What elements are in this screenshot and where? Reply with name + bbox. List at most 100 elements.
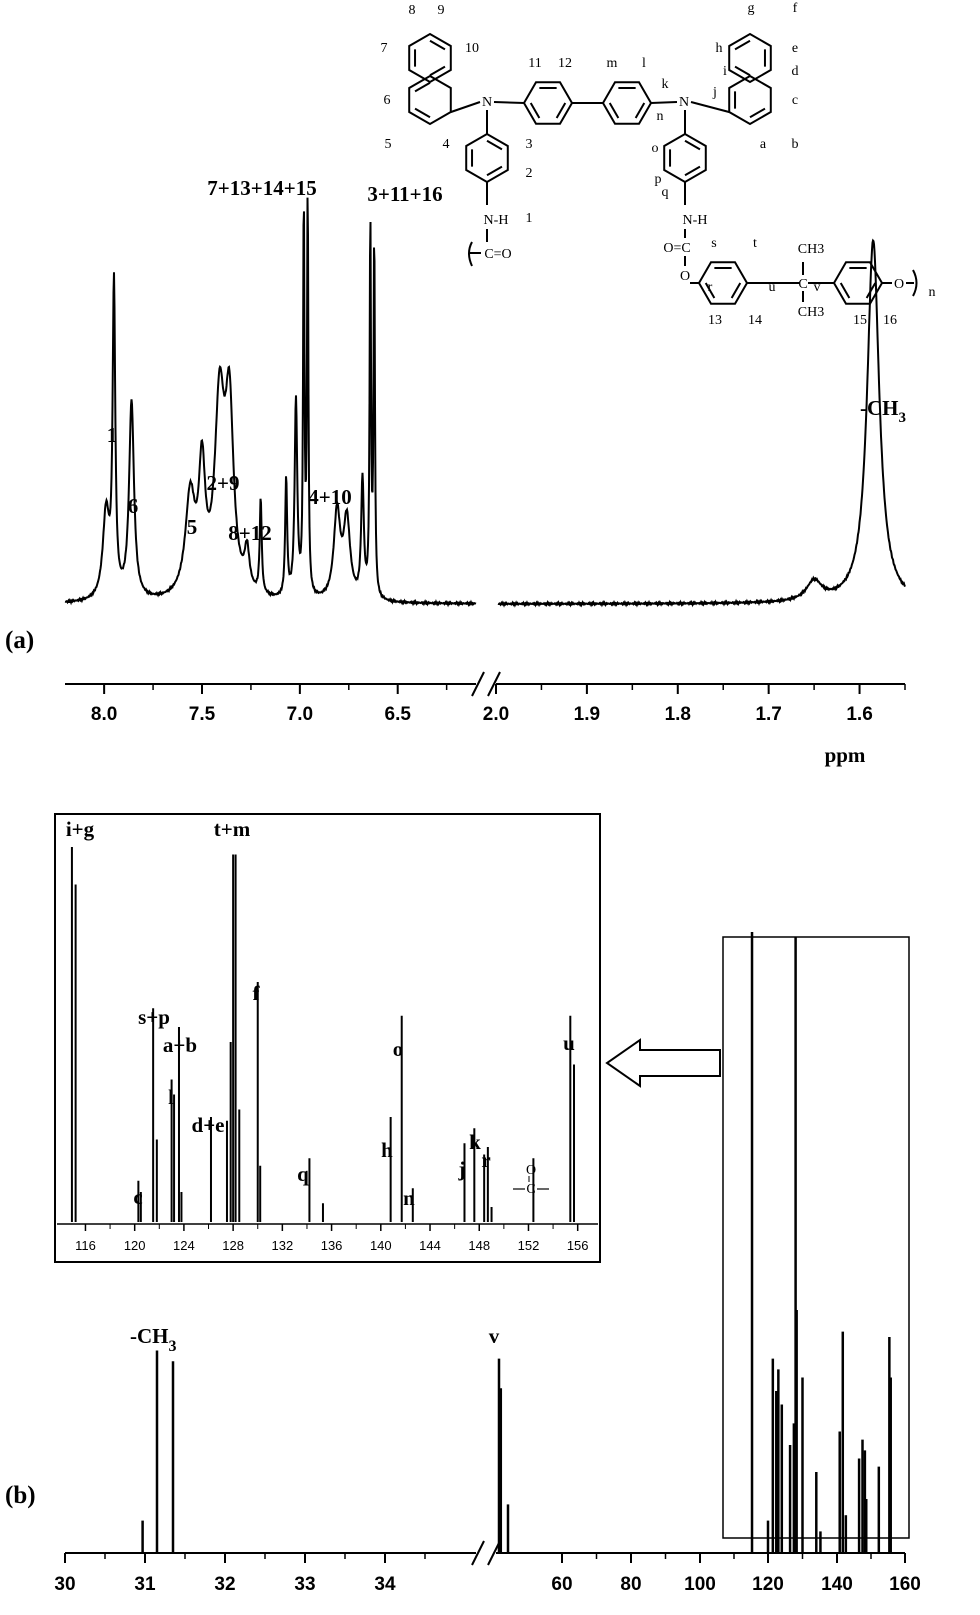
naphthyl-left-ring-upper-double-bond bbox=[429, 65, 446, 77]
naphthyl-right-ring-lower-double-bond bbox=[749, 107, 766, 119]
atom-label: a bbox=[760, 137, 767, 152]
atom-label: b bbox=[792, 137, 799, 152]
phenyl-ring-left-pendant-double-bond bbox=[486, 139, 503, 151]
c-nmr-tick-label: 160 bbox=[889, 1574, 921, 1595]
h-nmr-peak-label: 7+13+14+15 bbox=[207, 176, 316, 200]
atom-label: c bbox=[792, 93, 798, 108]
naphthyl-right-ring-upper bbox=[728, 32, 772, 84]
atom-label: p bbox=[655, 172, 662, 187]
zoom-region-box bbox=[722, 936, 910, 1539]
naphthyl-right-ring-lower bbox=[728, 74, 772, 126]
biphenyl-ring-right-double-bond bbox=[634, 102, 646, 119]
inset-peak-label: f bbox=[253, 981, 261, 1005]
naphthyl-left-ring-upper-double-bond bbox=[429, 39, 446, 51]
atom-label: q bbox=[662, 185, 669, 200]
phenyl-ring-right-pendant-double-bond bbox=[684, 165, 701, 177]
atom-label: 5 bbox=[385, 137, 392, 152]
c-nmr-tick-label: 34 bbox=[374, 1574, 396, 1595]
h-nmr-spectrum-trace-left bbox=[64, 197, 477, 608]
c-nmr-tick-label: 33 bbox=[294, 1574, 315, 1595]
atom-label: 3 bbox=[526, 137, 533, 152]
inset-peak-label: l bbox=[168, 1085, 174, 1109]
c-nmr-panel: 30 31 32 33 34 60 80 100 120 140 160 -CH3 v 116 120 1… bbox=[5, 813, 921, 1595]
inset-tick-label: 140 bbox=[370, 1238, 392, 1253]
nitrogen-left: N bbox=[482, 95, 492, 110]
ester-oxygen: O bbox=[680, 269, 690, 284]
h-nmr-tick-label: 1.7 bbox=[755, 704, 781, 725]
bracket-right bbox=[912, 269, 918, 297]
c-nmr-tick-label: 60 bbox=[551, 1574, 572, 1595]
nitrogen-right: N bbox=[679, 95, 689, 110]
atom-label: 12 bbox=[558, 56, 572, 71]
h-nmr-peak-label: 2+9 bbox=[207, 471, 240, 495]
inset-peak-label: h bbox=[381, 1138, 393, 1162]
inset-x-ticks: 116 120 124 128 132 136 140 144 148 152 156 bbox=[75, 1224, 589, 1253]
phenyl-ring-right-pendant-double-bond bbox=[684, 139, 701, 151]
naphthyl-left-ring-upper bbox=[408, 32, 452, 84]
c-nmr-x-ticks: 30 31 32 33 34 60 80 100 120 140 160 bbox=[54, 1553, 921, 1595]
atom-label: r bbox=[708, 280, 713, 295]
atom-label: s bbox=[711, 236, 716, 251]
atom-label: g bbox=[748, 1, 755, 16]
nh-right: N-H bbox=[683, 213, 708, 228]
h-nmr-tick-label: 1.9 bbox=[574, 704, 600, 725]
atom-label: 13 bbox=[708, 313, 722, 328]
panel-label-a: (a) bbox=[5, 627, 34, 654]
zoom-arrow bbox=[605, 1038, 721, 1088]
inset-tick-label: 132 bbox=[272, 1238, 294, 1253]
h-nmr-peak-label: 5 bbox=[187, 515, 198, 539]
h-nmr-tick-label: 7.5 bbox=[189, 704, 216, 725]
c-nmr-tick-label: 120 bbox=[752, 1574, 784, 1595]
atom-label: j bbox=[712, 85, 717, 100]
bracket-left bbox=[468, 241, 473, 267]
inset-tick-label: 148 bbox=[468, 1238, 490, 1253]
ether-oxygen: O bbox=[894, 277, 904, 292]
h-nmr-tick-label: 1.8 bbox=[665, 704, 691, 725]
inset-peak-label: u bbox=[563, 1031, 575, 1055]
bisphenol-ring-right-double-bond bbox=[839, 282, 851, 299]
atom-label: 9 bbox=[438, 3, 445, 18]
biphenyl-ring-left-double-bond bbox=[529, 102, 541, 119]
inset-peak-label: q bbox=[297, 1162, 309, 1186]
bond-n-biphenyl-left bbox=[493, 101, 525, 104]
quaternary-carbon: C bbox=[798, 277, 807, 292]
c-nmr-spectrum-lines bbox=[141, 932, 892, 1553]
c-nmr-tick-label: 32 bbox=[214, 1574, 235, 1595]
bisphenol-ring-left-double-bond bbox=[730, 282, 742, 299]
svg-text:O: O bbox=[526, 1163, 536, 1178]
inset-spectrum-lines bbox=[70, 847, 576, 1222]
inset-peak-label: k bbox=[469, 1130, 481, 1154]
c-nmr-axis-break bbox=[471, 1540, 501, 1566]
inset-carbonyl-label: OC bbox=[513, 1163, 549, 1197]
naphthyl-right-ring-upper-double-bond bbox=[734, 39, 751, 51]
bond-n-naphthyl-right bbox=[690, 101, 730, 113]
inset-peak-label: n bbox=[403, 1186, 415, 1210]
inset-tick-label: 116 bbox=[75, 1238, 96, 1253]
atom-label: 4 bbox=[443, 137, 450, 152]
bisphenol-ring-left-double-bond bbox=[704, 282, 716, 299]
atom-label: 8 bbox=[409, 3, 416, 18]
inset-peak-label: o bbox=[393, 1037, 404, 1061]
atom-label: 10 bbox=[465, 41, 479, 56]
inset-tick-label: 152 bbox=[518, 1238, 540, 1253]
c-nmr-tick-label: 140 bbox=[821, 1574, 853, 1595]
h-nmr-peak-label: 8+12 bbox=[228, 521, 271, 545]
inset-peak-labels: i+g c s+p l a+b d+e t+m f q h o n jkr u OC bbox=[66, 817, 575, 1210]
svg-text:C: C bbox=[526, 1182, 535, 1197]
atom-label: n bbox=[657, 109, 664, 124]
inset-tick-label: 124 bbox=[173, 1238, 195, 1253]
biphenyl-ring-right-double-bond bbox=[608, 102, 620, 119]
inset-peak-label: a+b bbox=[163, 1033, 197, 1057]
atom-label: 14 bbox=[748, 313, 762, 328]
c-nmr-tick-label: 30 bbox=[54, 1574, 75, 1595]
inset-tick-label: 120 bbox=[124, 1238, 146, 1253]
carbonyl-left: C=O bbox=[484, 247, 511, 262]
atom-label: f bbox=[793, 1, 798, 16]
c-nmr-peak-label: v bbox=[489, 1324, 500, 1348]
atom-label: u bbox=[769, 280, 776, 295]
h-nmr-peak-label: 3+11+16 bbox=[367, 182, 442, 206]
atom-label: 2 bbox=[526, 166, 533, 181]
inset-peak-label: i+g bbox=[66, 817, 95, 841]
